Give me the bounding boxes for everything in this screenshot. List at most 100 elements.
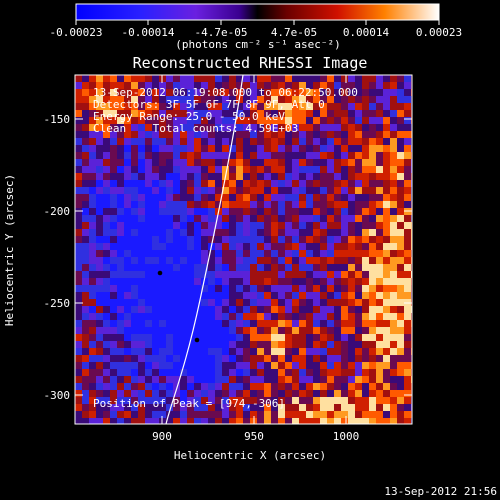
image-pixel bbox=[103, 124, 110, 131]
image-pixel bbox=[376, 362, 383, 369]
image-pixel bbox=[75, 313, 82, 320]
image-pixel bbox=[334, 229, 341, 236]
image-pixel bbox=[159, 208, 166, 215]
image-pixel bbox=[285, 187, 292, 194]
image-pixel bbox=[376, 313, 383, 320]
image-pixel bbox=[334, 376, 341, 383]
image-pixel bbox=[264, 145, 271, 152]
image-pixel bbox=[369, 110, 376, 117]
image-pixel bbox=[313, 96, 320, 103]
image-pixel bbox=[187, 180, 194, 187]
image-pixel bbox=[236, 285, 243, 292]
image-pixel bbox=[250, 411, 257, 418]
image-pixel bbox=[355, 404, 362, 411]
image-pixel bbox=[187, 124, 194, 131]
image-pixel bbox=[404, 152, 411, 159]
image-pixel bbox=[173, 404, 180, 411]
image-pixel bbox=[159, 397, 166, 404]
image-pixel bbox=[103, 369, 110, 376]
image-pixel bbox=[194, 264, 201, 271]
image-pixel bbox=[124, 404, 131, 411]
image-pixel bbox=[355, 124, 362, 131]
image-pixel bbox=[348, 362, 355, 369]
image-pixel bbox=[285, 418, 292, 424]
image-pixel bbox=[180, 341, 187, 348]
image-pixel bbox=[222, 390, 229, 397]
image-pixel bbox=[124, 208, 131, 215]
image-pixel bbox=[327, 285, 334, 292]
image-pixel bbox=[278, 250, 285, 257]
image-pixel bbox=[201, 313, 208, 320]
image-pixel bbox=[229, 306, 236, 313]
image-pixel bbox=[152, 383, 159, 390]
image-pixel bbox=[320, 411, 327, 418]
image-pixel bbox=[348, 208, 355, 215]
image-pixel bbox=[229, 173, 236, 180]
image-pixel bbox=[390, 299, 397, 306]
image-pixel bbox=[152, 334, 159, 341]
image-pixel bbox=[89, 173, 96, 180]
image-pixel bbox=[348, 103, 355, 110]
image-pixel bbox=[180, 334, 187, 341]
image-pixel bbox=[180, 236, 187, 243]
image-pixel bbox=[236, 89, 243, 96]
image-pixel bbox=[75, 411, 82, 418]
image-pixel bbox=[229, 390, 236, 397]
image-pixel bbox=[383, 152, 390, 159]
image-pixel bbox=[320, 103, 327, 110]
image-pixel bbox=[362, 257, 369, 264]
image-pixel bbox=[215, 348, 222, 355]
image-pixel bbox=[236, 166, 243, 173]
image-pixel bbox=[292, 138, 299, 145]
image-pixel bbox=[264, 362, 271, 369]
image-pixel bbox=[166, 173, 173, 180]
image-pixel bbox=[278, 201, 285, 208]
image-pixel bbox=[397, 229, 404, 236]
image-pixel bbox=[103, 110, 110, 117]
image-pixel bbox=[320, 166, 327, 173]
image-pixel bbox=[215, 292, 222, 299]
image-pixel bbox=[250, 271, 257, 278]
image-pixel bbox=[383, 201, 390, 208]
image-pixel bbox=[208, 250, 215, 257]
image-pixel bbox=[362, 173, 369, 180]
image-pixel bbox=[173, 390, 180, 397]
image-pixel bbox=[327, 75, 334, 82]
image-pixel bbox=[250, 89, 257, 96]
image-pixel bbox=[180, 201, 187, 208]
image-pixel bbox=[376, 229, 383, 236]
image-pixel bbox=[110, 299, 117, 306]
image-pixel bbox=[355, 334, 362, 341]
image-pixel bbox=[138, 334, 145, 341]
image-pixel bbox=[117, 320, 124, 327]
image-pixel bbox=[187, 229, 194, 236]
image-pixel bbox=[103, 166, 110, 173]
image-pixel bbox=[341, 362, 348, 369]
image-pixel bbox=[236, 348, 243, 355]
image-pixel bbox=[320, 306, 327, 313]
image-pixel bbox=[201, 96, 208, 103]
image-pixel bbox=[306, 383, 313, 390]
image-pixel bbox=[404, 404, 411, 411]
image-pixel bbox=[138, 236, 145, 243]
image-pixel bbox=[306, 348, 313, 355]
image-pixel bbox=[194, 257, 201, 264]
image-pixel bbox=[327, 334, 334, 341]
image-pixel bbox=[334, 390, 341, 397]
image-pixel bbox=[285, 124, 292, 131]
image-pixel bbox=[138, 306, 145, 313]
image-pixel bbox=[243, 418, 250, 424]
image-pixel bbox=[215, 222, 222, 229]
image-pixel bbox=[334, 152, 341, 159]
image-pixel bbox=[313, 390, 320, 397]
image-pixel bbox=[103, 390, 110, 397]
image-pixel bbox=[376, 82, 383, 89]
image-pixel bbox=[215, 264, 222, 271]
image-pixel bbox=[222, 320, 229, 327]
image-pixel bbox=[229, 404, 236, 411]
image-pixel bbox=[355, 117, 362, 124]
image-pixel bbox=[194, 236, 201, 243]
image-pixel bbox=[250, 285, 257, 292]
image-pixel bbox=[278, 75, 285, 82]
image-pixel bbox=[180, 369, 187, 376]
